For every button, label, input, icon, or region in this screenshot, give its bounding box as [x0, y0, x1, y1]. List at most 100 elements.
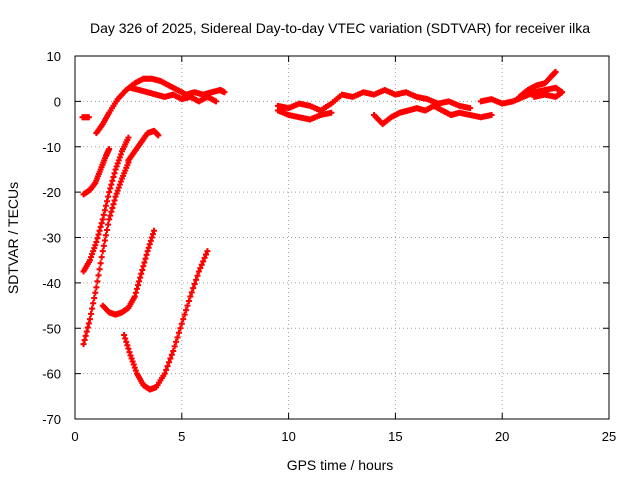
data-point — [184, 302, 191, 309]
data-point — [84, 324, 91, 331]
data-point — [143, 251, 150, 258]
data-point — [161, 370, 168, 377]
data-point — [328, 109, 335, 116]
data-point — [96, 227, 103, 234]
data-series-group — [371, 102, 495, 128]
data-point — [100, 211, 107, 218]
data-point — [151, 227, 158, 234]
data-point — [122, 335, 129, 342]
data-point — [95, 231, 102, 238]
data-point — [140, 263, 147, 270]
y-tick-label: -50 — [42, 321, 61, 336]
data-point — [164, 363, 171, 370]
data-point — [180, 316, 187, 323]
data-point — [139, 267, 146, 274]
y-tick-label: -40 — [42, 276, 61, 291]
data-series-group — [125, 127, 162, 164]
data-point — [95, 272, 102, 279]
y-tick-label: -30 — [42, 231, 61, 246]
y-tick-labels: -70 -60 -50 -40 -30 -20 -10 0 10 — [42, 49, 61, 427]
data-point — [98, 220, 105, 227]
grid-lines — [75, 56, 609, 419]
data-point — [91, 245, 98, 252]
data-point — [115, 184, 122, 191]
data-point — [178, 320, 185, 327]
data-series — [79, 68, 566, 393]
y-tick-label: 0 — [54, 94, 61, 109]
data-point — [126, 349, 133, 356]
data-point — [194, 272, 201, 279]
data-series-group — [274, 87, 474, 114]
data-point — [201, 254, 208, 261]
data-point — [112, 193, 119, 200]
data-point — [155, 132, 162, 139]
data-point — [488, 111, 495, 118]
data-point — [108, 208, 115, 215]
y-tick-label: -10 — [42, 140, 61, 155]
data-point — [127, 352, 134, 359]
data-point — [88, 310, 95, 317]
data-point — [106, 216, 113, 223]
x-axis-label: GPS time / hours — [287, 457, 394, 473]
data-series-group — [80, 134, 132, 275]
data-point — [141, 259, 148, 266]
data-point — [82, 332, 89, 339]
data-point — [200, 258, 207, 265]
data-point — [467, 105, 474, 112]
data-point — [221, 89, 228, 96]
data-point — [135, 282, 142, 289]
data-point — [193, 276, 200, 283]
data-point — [110, 174, 117, 180]
data-point — [109, 205, 116, 212]
x-tick-label: 5 — [178, 429, 185, 444]
data-point — [183, 307, 190, 314]
data-point — [80, 341, 87, 348]
data-point — [114, 187, 121, 194]
data-point — [101, 237, 108, 244]
data-point — [175, 329, 182, 336]
data-point — [146, 241, 153, 248]
data-point — [128, 355, 135, 362]
data-point — [92, 289, 99, 296]
data-point — [96, 266, 103, 273]
axis-ticks — [74, 55, 610, 420]
data-point — [85, 320, 92, 327]
data-point — [147, 237, 154, 244]
data-point — [116, 154, 123, 161]
data-point — [188, 289, 195, 296]
data-point — [102, 202, 109, 209]
y-tick-label: -70 — [42, 412, 61, 427]
data-series-group — [531, 89, 566, 100]
data-series-group — [93, 75, 228, 137]
data-point — [212, 98, 219, 105]
data-point — [552, 68, 559, 75]
data-point — [131, 293, 138, 300]
data-point — [163, 366, 170, 373]
data-point — [190, 285, 197, 292]
data-series-group — [127, 84, 219, 105]
y-tick-label: -20 — [42, 185, 61, 200]
data-point — [124, 342, 131, 349]
y-tick-label: -60 — [42, 367, 61, 382]
data-point — [113, 163, 120, 170]
data-point — [170, 347, 177, 354]
data-point — [167, 355, 174, 362]
data-point — [93, 239, 100, 246]
data-point — [145, 244, 152, 251]
data-point — [144, 248, 151, 255]
data-point — [100, 242, 107, 249]
data-point — [104, 226, 111, 233]
data-series-group — [99, 227, 158, 318]
data-point — [130, 361, 137, 368]
data-point — [187, 293, 194, 300]
data-point — [92, 242, 99, 249]
data-point — [195, 268, 202, 275]
data-point — [125, 134, 132, 141]
data-point — [116, 181, 123, 188]
data-point — [559, 89, 566, 96]
data-point — [81, 336, 88, 343]
data-point — [177, 325, 184, 332]
data-point — [136, 278, 143, 285]
data-point — [93, 284, 100, 291]
data-point — [104, 198, 111, 205]
